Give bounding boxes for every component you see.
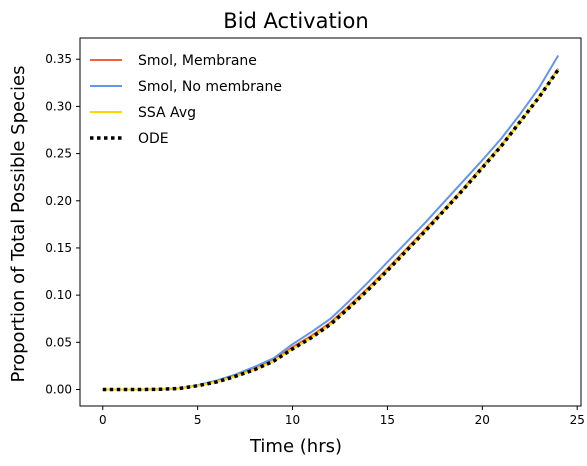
chart-title: Bid Activation xyxy=(223,9,368,33)
y-tick-label: 0.25 xyxy=(45,147,72,161)
series-line-ssa-avg xyxy=(102,69,560,391)
legend-label-smol-no-membrane: Smol, No membrane xyxy=(138,79,282,95)
y-axis: 0.00 0.05 0.10 0.15 0.20 0.25 0.30 0.35 xyxy=(45,52,80,396)
x-axis-label: Time (hrs) xyxy=(249,436,342,457)
y-tick-label: 0.30 xyxy=(45,99,72,113)
y-tick-label: 0.10 xyxy=(45,288,72,302)
x-tick-label: 10 xyxy=(285,413,300,427)
y-tick-label: 0.35 xyxy=(45,52,72,66)
x-tick-label: 5 xyxy=(194,413,202,427)
y-tick-label: 0.00 xyxy=(45,382,72,396)
y-axis-label: Proportion of Total Possible Species xyxy=(8,66,29,383)
x-tick-label: 20 xyxy=(475,413,490,427)
legend: Smol, Membrane Smol, No membrane SSA Avg OD… xyxy=(90,53,282,147)
x-tick-label: 25 xyxy=(570,413,585,427)
legend-label-smol-membrane: Smol, Membrane xyxy=(138,53,257,69)
y-tick-label: 0.05 xyxy=(45,335,72,349)
plot-area xyxy=(102,54,560,392)
x-axis: 0 5 10 15 20 25 xyxy=(99,406,585,427)
x-tick-label: 0 xyxy=(99,413,107,427)
plot-frame xyxy=(79,37,582,407)
x-tick-label: 15 xyxy=(380,413,395,427)
legend-label-ssa-avg: SSA Avg xyxy=(138,105,196,121)
y-tick-label: 0.20 xyxy=(45,194,72,208)
y-tick-label: 0.15 xyxy=(45,241,72,255)
legend-label-ode: ODE xyxy=(138,131,169,147)
